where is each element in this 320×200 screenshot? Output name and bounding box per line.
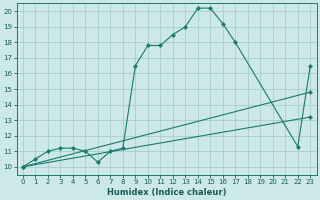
X-axis label: Humidex (Indice chaleur): Humidex (Indice chaleur): [107, 188, 226, 197]
